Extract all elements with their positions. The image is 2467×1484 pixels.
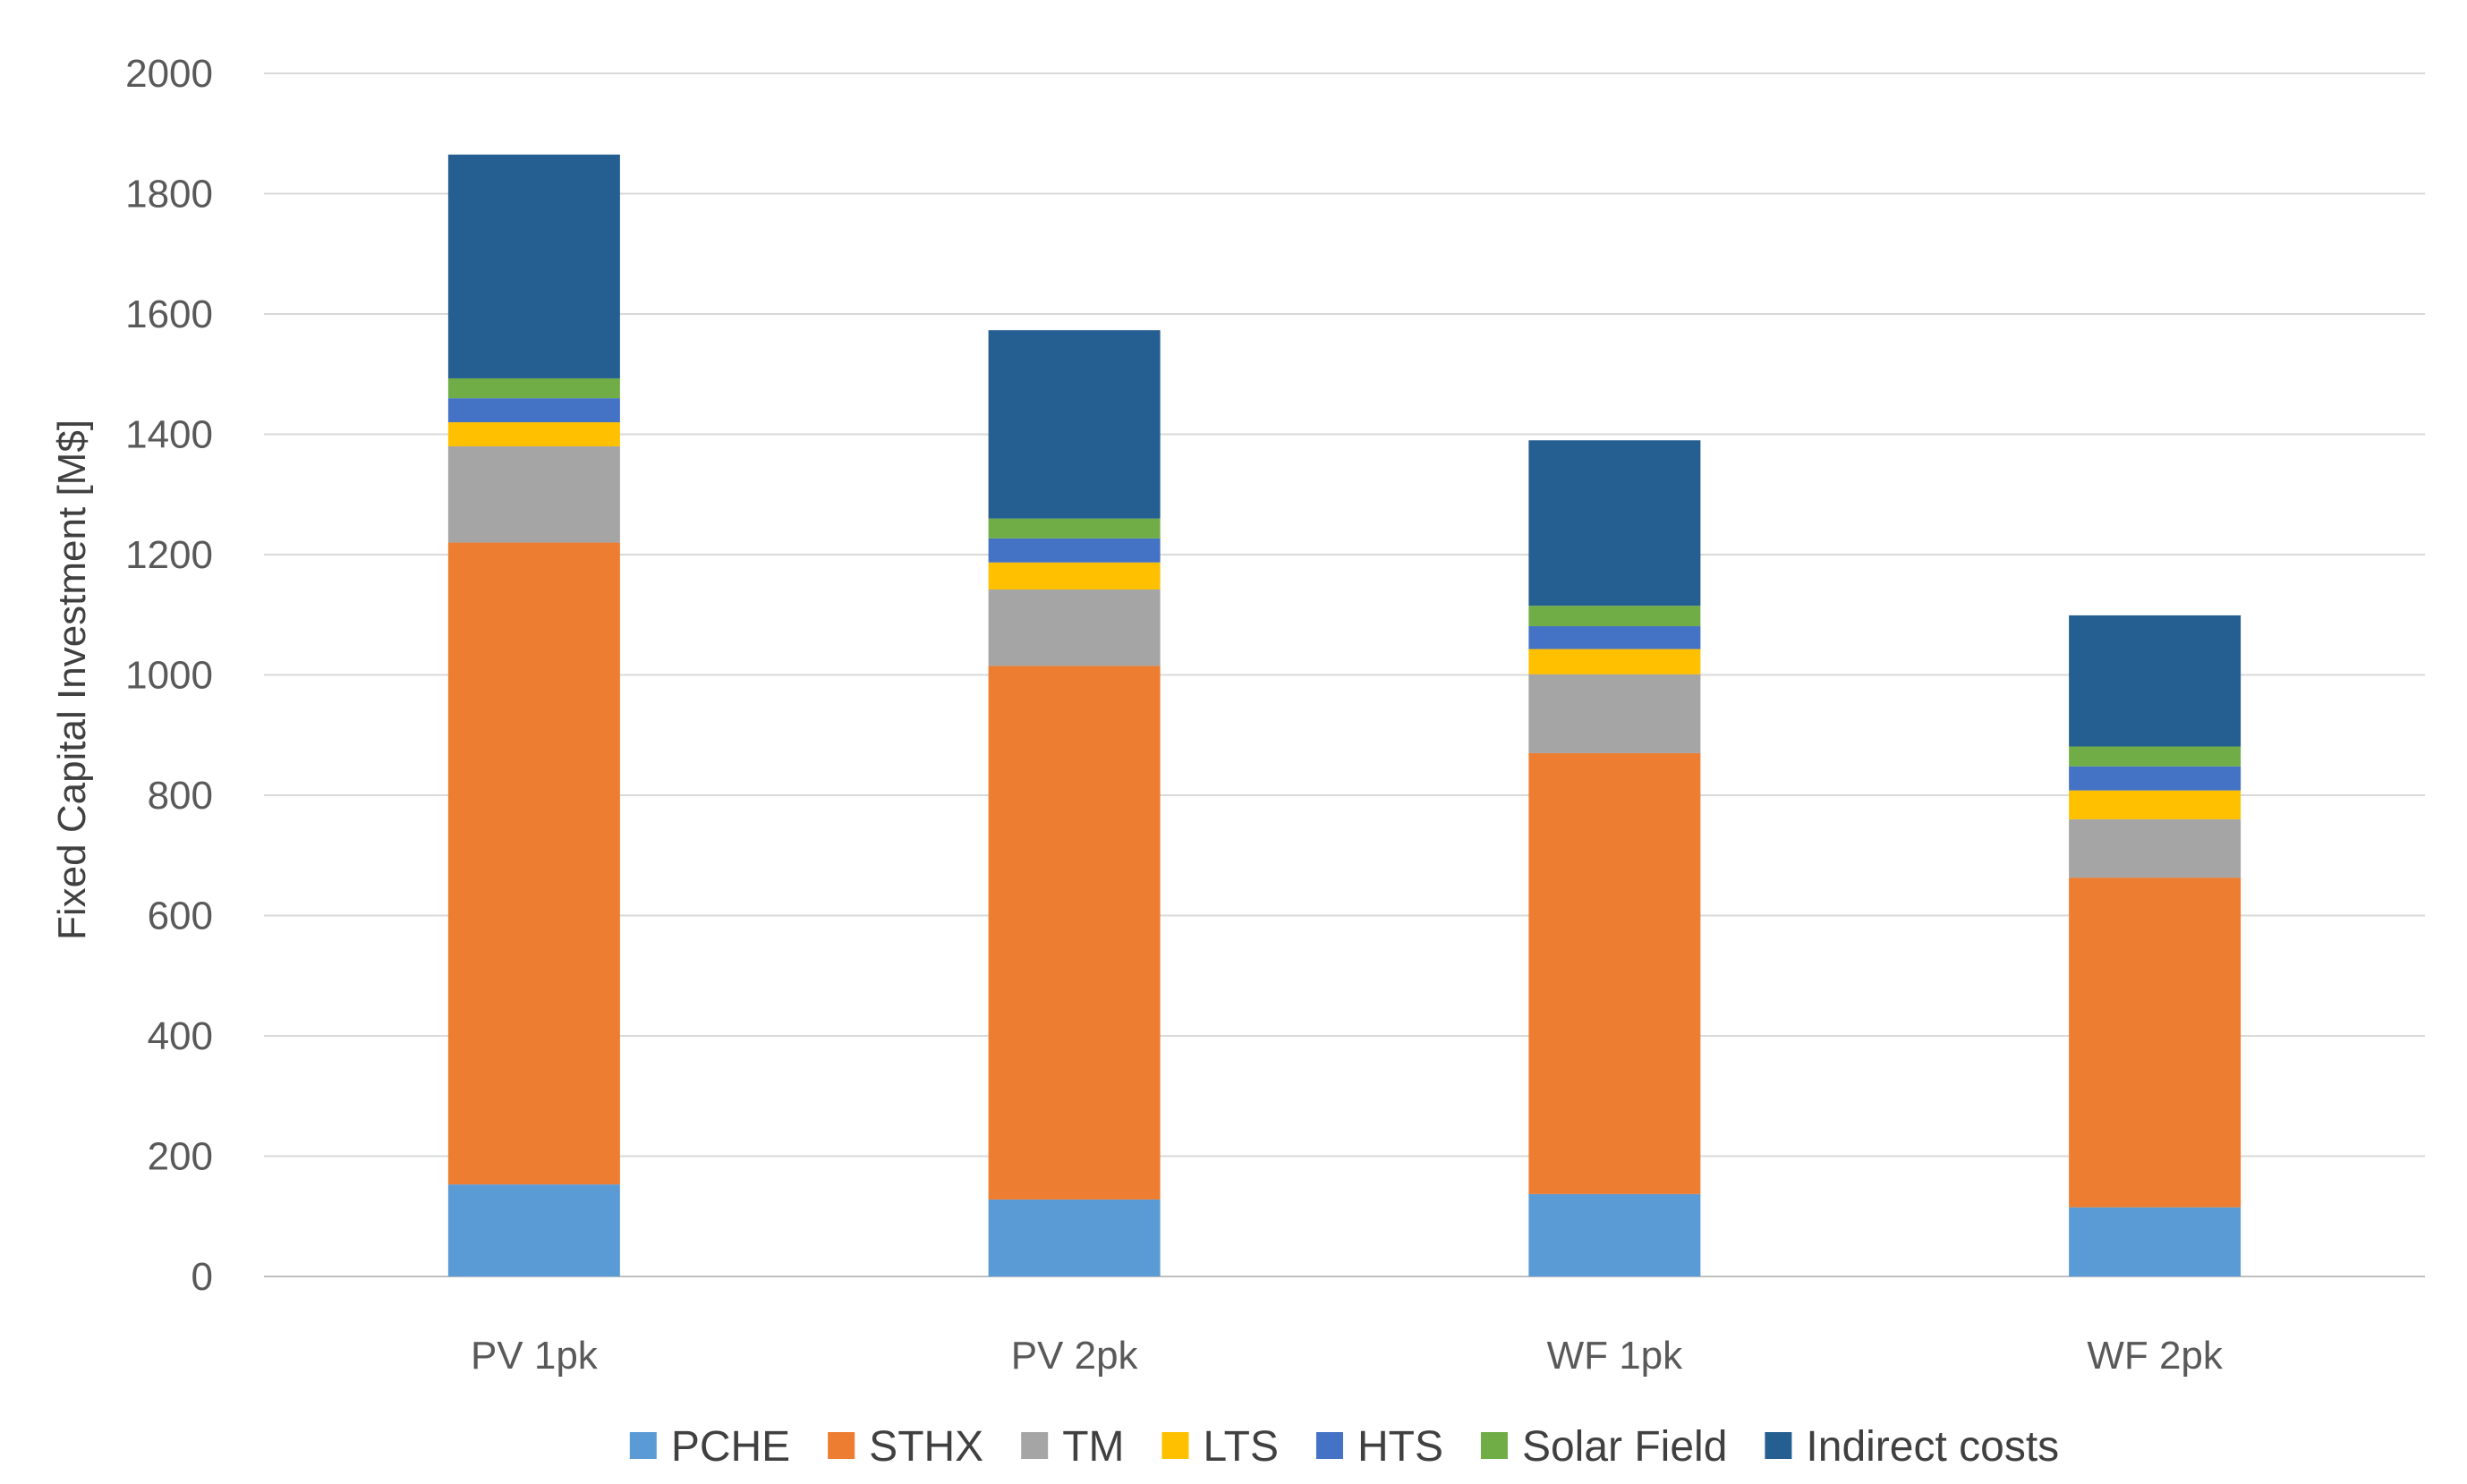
bar-segment-sthx — [2069, 878, 2242, 1208]
y-tick-label: 1600 — [125, 293, 213, 336]
legend-swatch — [1765, 1432, 1792, 1459]
legend-item-lts: LTS — [1161, 1423, 1279, 1471]
y-tick-label: 1400 — [125, 413, 213, 457]
bar-segment-solar-field — [447, 377, 620, 399]
legend-label: Indirect costs — [1806, 1423, 2059, 1471]
x-tick-label: WF 1pk — [1547, 1334, 1684, 1378]
bar-segment-pche — [2069, 1207, 2242, 1276]
bar-segment-hts — [447, 398, 620, 423]
legend-swatch — [1161, 1432, 1189, 1459]
bar-stack-pv-2pk — [988, 330, 1161, 1276]
legend-item-hts: HTS — [1315, 1423, 1443, 1471]
legend-label: STHX — [869, 1423, 983, 1471]
x-tick-label: WF 2pk — [2087, 1334, 2224, 1378]
bar-segment-sthx — [988, 666, 1161, 1200]
bar-segment-sthx — [447, 542, 620, 1185]
legend: PCHE STHX TM LTS HTS Solar Field Indirect cost… — [629, 1423, 2059, 1471]
y-tick-label: 0 — [191, 1255, 213, 1299]
x-axis-tick-labels: PV 1pk PV 2pk WF 1pk WF 2pk — [471, 1334, 2224, 1378]
bar-segment-lts — [2069, 790, 2242, 819]
x-tick-label: PV 2pk — [1011, 1334, 1139, 1378]
bar-segment-lts — [447, 422, 620, 446]
legend-swatch — [629, 1432, 657, 1459]
bar-stack-pv-1pk — [447, 154, 620, 1276]
gridlines — [264, 72, 2425, 1277]
legend-item-pche: PCHE — [629, 1423, 790, 1471]
bar-segment-tm — [988, 589, 1161, 666]
legend-item-indirect-costs: Indirect costs — [1765, 1423, 2059, 1471]
bar-stack-wf-2pk — [2069, 615, 2242, 1276]
bar-segment-indirect-costs — [988, 330, 1161, 519]
legend-swatch — [1480, 1432, 1508, 1459]
y-tick-label: 1000 — [125, 654, 213, 698]
y-tick-label: 2000 — [125, 52, 213, 96]
bar-segment-indirect-costs — [2069, 615, 2242, 747]
y-tick-label: 600 — [148, 895, 213, 938]
legend-label: LTS — [1204, 1423, 1279, 1471]
legend-label: HTS — [1357, 1423, 1443, 1471]
bar-segment-hts — [988, 538, 1161, 563]
bar-segment-hts — [2069, 766, 2242, 791]
bar-segment-pche — [1528, 1193, 1701, 1276]
bar-segment-solar-field — [1528, 606, 1701, 627]
bar-segment-lts — [1528, 649, 1701, 674]
y-axis-tick-labels: 0 200 400 600 800 1000 1200 1400 1600 1800 2000 — [125, 52, 213, 1299]
bar-segment-pche — [988, 1199, 1161, 1276]
legend-label: PCHE — [671, 1423, 790, 1471]
y-tick-label: 200 — [148, 1135, 213, 1179]
x-tick-label: PV 1pk — [471, 1334, 599, 1378]
bar-segment-solar-field — [988, 518, 1161, 538]
legend-item-solar-field: Solar Field — [1480, 1423, 1727, 1471]
legend-swatch — [1315, 1432, 1343, 1459]
y-tick-label: 1800 — [125, 173, 213, 216]
bars — [447, 154, 2242, 1276]
bar-segment-tm — [1528, 674, 1701, 753]
bar-stack-wf-1pk — [1528, 440, 1701, 1276]
bar-segment-hts — [1528, 626, 1701, 649]
legend-item-tm: TM — [1021, 1423, 1125, 1471]
bar-segment-pche — [447, 1184, 620, 1276]
bar-segment-tm — [2069, 818, 2242, 878]
legend-label: TM — [1062, 1423, 1124, 1471]
bar-segment-tm — [447, 445, 620, 543]
bar-segment-lts — [988, 562, 1161, 590]
bar-segment-solar-field — [2069, 746, 2242, 767]
legend-swatch — [828, 1432, 855, 1459]
y-tick-label: 1200 — [125, 533, 213, 577]
bar-segment-indirect-costs — [447, 154, 620, 378]
legend-swatch — [1021, 1432, 1049, 1459]
y-axis-label: Fixed Capital Investment [M$] — [50, 420, 94, 940]
bar-segment-sthx — [1528, 752, 1701, 1194]
legend-label: Solar Field — [1522, 1423, 1727, 1471]
y-tick-label: 800 — [148, 774, 213, 818]
y-tick-label: 400 — [148, 1014, 213, 1058]
bar-segment-indirect-costs — [1528, 440, 1701, 606]
legend-item-sthx: STHX — [828, 1423, 983, 1471]
